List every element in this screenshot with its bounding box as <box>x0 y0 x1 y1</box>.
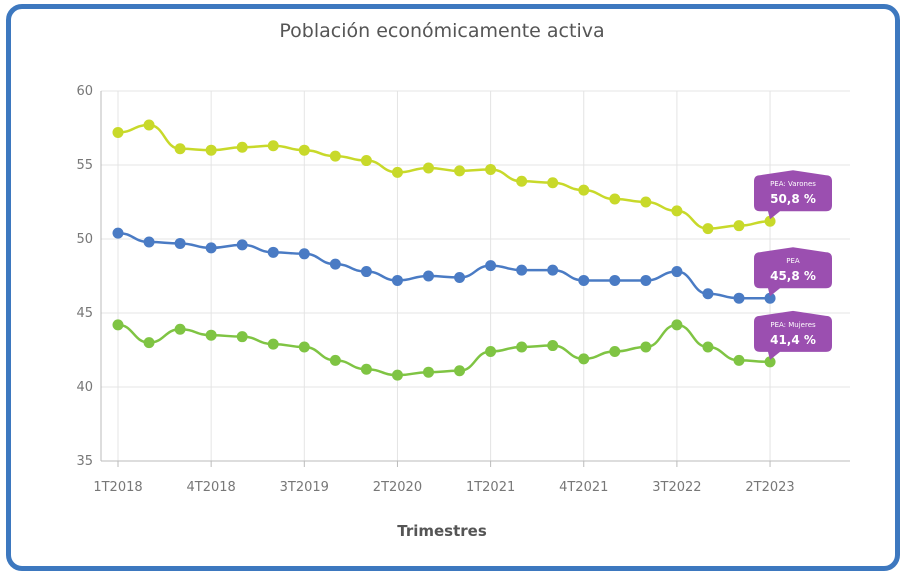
data-point <box>485 260 497 272</box>
data-point <box>733 354 745 366</box>
data-point <box>485 345 497 357</box>
data-point <box>391 274 403 286</box>
data-point <box>485 163 497 175</box>
data-point <box>640 341 652 353</box>
y-tick-label: 60 <box>76 84 93 99</box>
y-tick-label: 35 <box>76 454 93 469</box>
x-tick-label: 1T2021 <box>466 480 515 495</box>
data-point <box>267 140 279 152</box>
end-label-title: PEA <box>786 257 800 265</box>
data-point <box>578 353 590 365</box>
data-point <box>391 369 403 381</box>
data-point <box>516 264 528 276</box>
x-axis-label: Trimestres <box>397 522 487 540</box>
data-point <box>391 166 403 178</box>
data-point <box>267 338 279 350</box>
data-point <box>702 288 714 300</box>
data-point <box>236 331 248 343</box>
data-point <box>205 329 217 341</box>
data-point <box>578 274 590 286</box>
series-line-2 <box>117 323 771 377</box>
data-point <box>143 236 155 248</box>
data-point <box>267 246 279 258</box>
data-point <box>547 177 559 189</box>
data-point <box>733 292 745 304</box>
end-label-title: PEA: Varones <box>770 180 816 188</box>
end-label-badge: PEA: Varones 50,8 % <box>754 170 832 220</box>
data-point <box>578 184 590 196</box>
data-point <box>174 323 186 335</box>
data-point <box>609 274 621 286</box>
x-tick-label: 4T2018 <box>187 480 236 495</box>
end-label-shape <box>754 310 832 360</box>
end-label-value: 41,4 % <box>770 333 816 347</box>
data-point <box>516 341 528 353</box>
data-point <box>671 319 683 331</box>
data-point <box>298 341 310 353</box>
series-line-1 <box>117 231 771 300</box>
data-point <box>360 155 372 167</box>
end-label-badge: PEA 45,8 % <box>754 247 832 297</box>
end-label-title: PEA: Mujeres <box>770 321 816 329</box>
series-line-0 <box>117 123 771 230</box>
data-point <box>329 258 341 270</box>
data-point <box>764 292 776 304</box>
data-point <box>112 126 124 138</box>
x-tick-label: 1T2018 <box>93 480 142 495</box>
data-point <box>112 319 124 331</box>
data-point <box>733 220 745 232</box>
data-point <box>640 274 652 286</box>
x-tick-label: 3T2019 <box>280 480 329 495</box>
y-tick-label: 55 <box>76 158 93 173</box>
data-point <box>454 365 466 377</box>
data-point <box>671 205 683 217</box>
data-point <box>236 239 248 251</box>
data-point <box>112 227 124 239</box>
data-point <box>423 162 434 174</box>
y-tick-label: 45 <box>76 306 93 321</box>
data-point <box>702 223 714 235</box>
x-tick-label: 2T2020 <box>373 480 422 495</box>
data-point <box>516 175 528 187</box>
end-label-shape <box>754 170 832 220</box>
data-point <box>174 237 186 249</box>
x-tick-label: 3T2022 <box>652 480 701 495</box>
y-tick-label: 40 <box>76 380 93 395</box>
data-point <box>423 366 434 378</box>
data-point <box>329 150 341 162</box>
data-point <box>609 193 621 205</box>
data-point <box>764 356 776 368</box>
x-tick-label: 4T2021 <box>559 480 608 495</box>
end-label-shape <box>754 247 832 297</box>
data-point <box>547 340 559 352</box>
data-point <box>609 345 621 357</box>
data-point <box>329 354 341 366</box>
data-point <box>640 196 652 208</box>
end-label-value: 50,8 % <box>770 192 816 206</box>
data-point <box>143 119 155 131</box>
x-tick-label: 2T2023 <box>745 480 794 495</box>
data-point <box>298 144 310 156</box>
data-point <box>702 341 714 353</box>
data-point <box>298 248 310 260</box>
chart-frame <box>6 4 900 571</box>
data-point <box>360 363 372 375</box>
end-label-value: 45,8 % <box>770 269 816 283</box>
data-point <box>205 144 217 156</box>
data-point <box>205 242 217 254</box>
data-point <box>174 143 186 155</box>
data-point <box>143 337 155 349</box>
chart-title: Población económicamente activa <box>279 20 605 42</box>
data-point <box>360 266 372 278</box>
data-point <box>547 264 559 276</box>
data-point <box>671 266 683 278</box>
y-tick-label: 50 <box>76 232 93 247</box>
data-point <box>454 271 466 283</box>
data-point <box>236 141 248 153</box>
data-point <box>423 270 434 282</box>
end-label-badge: PEA: Mujeres 41,4 % <box>754 310 832 360</box>
data-point <box>454 165 466 177</box>
data-point <box>764 215 776 227</box>
